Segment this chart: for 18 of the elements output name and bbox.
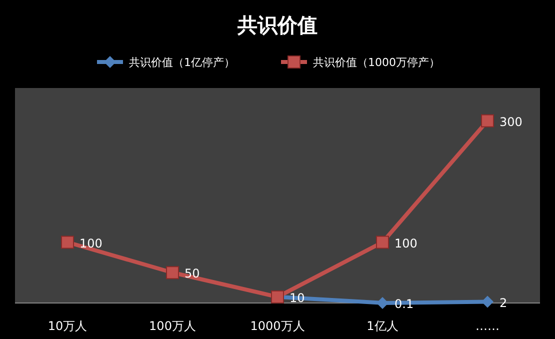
data-label: 2 [500, 296, 508, 310]
x-tick-label: 1亿人 [366, 319, 398, 333]
legend-label: 共识价值（1亿停产） [129, 56, 235, 69]
point [166, 266, 179, 280]
x-tick-label: 10万人 [48, 319, 88, 333]
data-label: 300 [500, 114, 522, 129]
data-label: 100 [394, 236, 418, 250]
point [481, 114, 494, 128]
point [376, 296, 388, 309]
chart-title: 共识价值 [236, 13, 318, 37]
point [61, 236, 74, 249]
x-tick-label: …… [476, 319, 500, 333]
point [482, 296, 494, 308]
x-tick-label: 100万人 [149, 319, 196, 333]
point [376, 236, 389, 249]
legend-label: 共识价值（1000万停产） [313, 56, 440, 69]
data-label: 100 [80, 236, 102, 250]
x-tick-label: 1000万人 [250, 319, 305, 333]
